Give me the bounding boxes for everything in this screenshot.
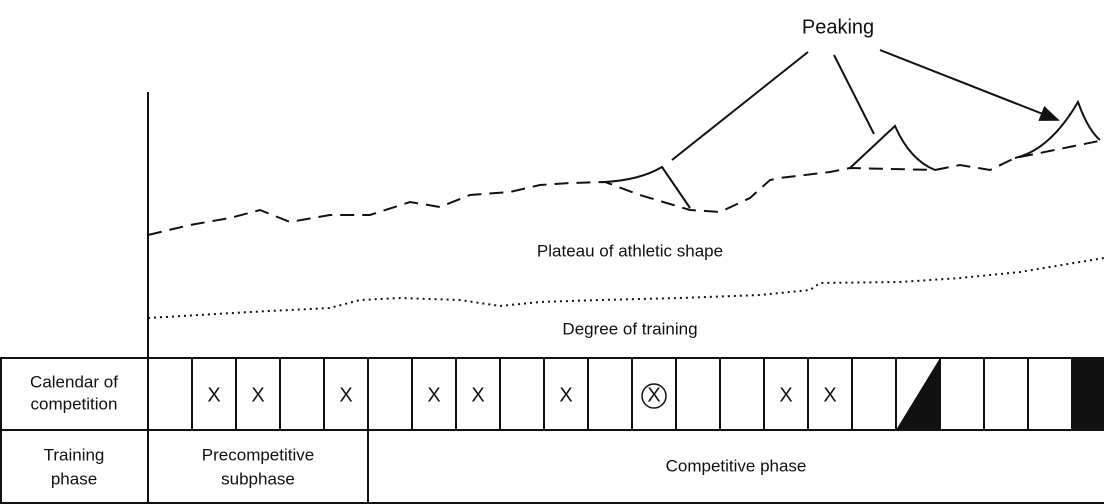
- competition-mark: X: [779, 384, 792, 406]
- curve-label: Plateau of athletic shape: [537, 241, 723, 260]
- arrows: [671, 49, 1058, 161]
- row-label: competition: [31, 394, 118, 413]
- cell-fill: [896, 358, 940, 430]
- competition-mark: X: [823, 384, 836, 406]
- mark-circle: [641, 383, 667, 409]
- phase-label: subphase: [221, 469, 295, 488]
- training-line: [147, 257, 1104, 319]
- competition-mark: X: [647, 384, 660, 406]
- competition-mark: X: [471, 384, 484, 406]
- peaks: [604, 99, 1101, 209]
- row-label: phase: [51, 469, 97, 488]
- competition-mark: X: [251, 384, 264, 406]
- cell-fill: [1072, 358, 1104, 430]
- plateau-line: [147, 139, 1104, 236]
- row-label: Calendar of: [30, 372, 118, 391]
- competition-mark: X: [559, 384, 572, 406]
- annotation: Peaking: [802, 16, 874, 38]
- phase-label: Precompetitive: [202, 445, 314, 464]
- row-label: Training: [44, 445, 105, 464]
- competition-mark: X: [207, 384, 220, 406]
- competition-mark: X: [427, 384, 440, 406]
- competition-mark: X: [339, 384, 352, 406]
- phase-label: Competitive phase: [666, 456, 807, 475]
- curve-label: Degree of training: [562, 319, 697, 338]
- table-lines: [0, 357, 1104, 504]
